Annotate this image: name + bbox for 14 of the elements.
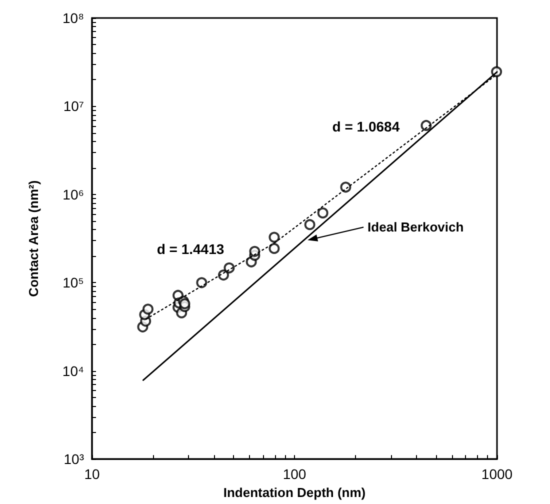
y-tick-label: 10⁶ [62,186,84,202]
y-tick-label: 10⁸ [62,10,84,26]
series-label: d = 1.0684 [332,118,400,134]
annotation: Ideal Berkovich [368,220,464,235]
series-label: d = 1.4413 [156,240,224,257]
x-axis-title: Indentation Depth (nm) [223,485,366,500]
x-tick-label: 1000 [481,466,513,482]
y-axis-title: Contact Area (nm²) [26,180,41,297]
x-tick-label: 10 [84,466,100,482]
y-tick-label: 10⁴ [62,362,84,379]
y-tick-label: 10⁷ [63,98,84,114]
x-tick-label: 100 [282,466,306,482]
y-tick-label: 10³ [64,451,84,468]
y-tick-label: 10⁵ [62,274,84,291]
